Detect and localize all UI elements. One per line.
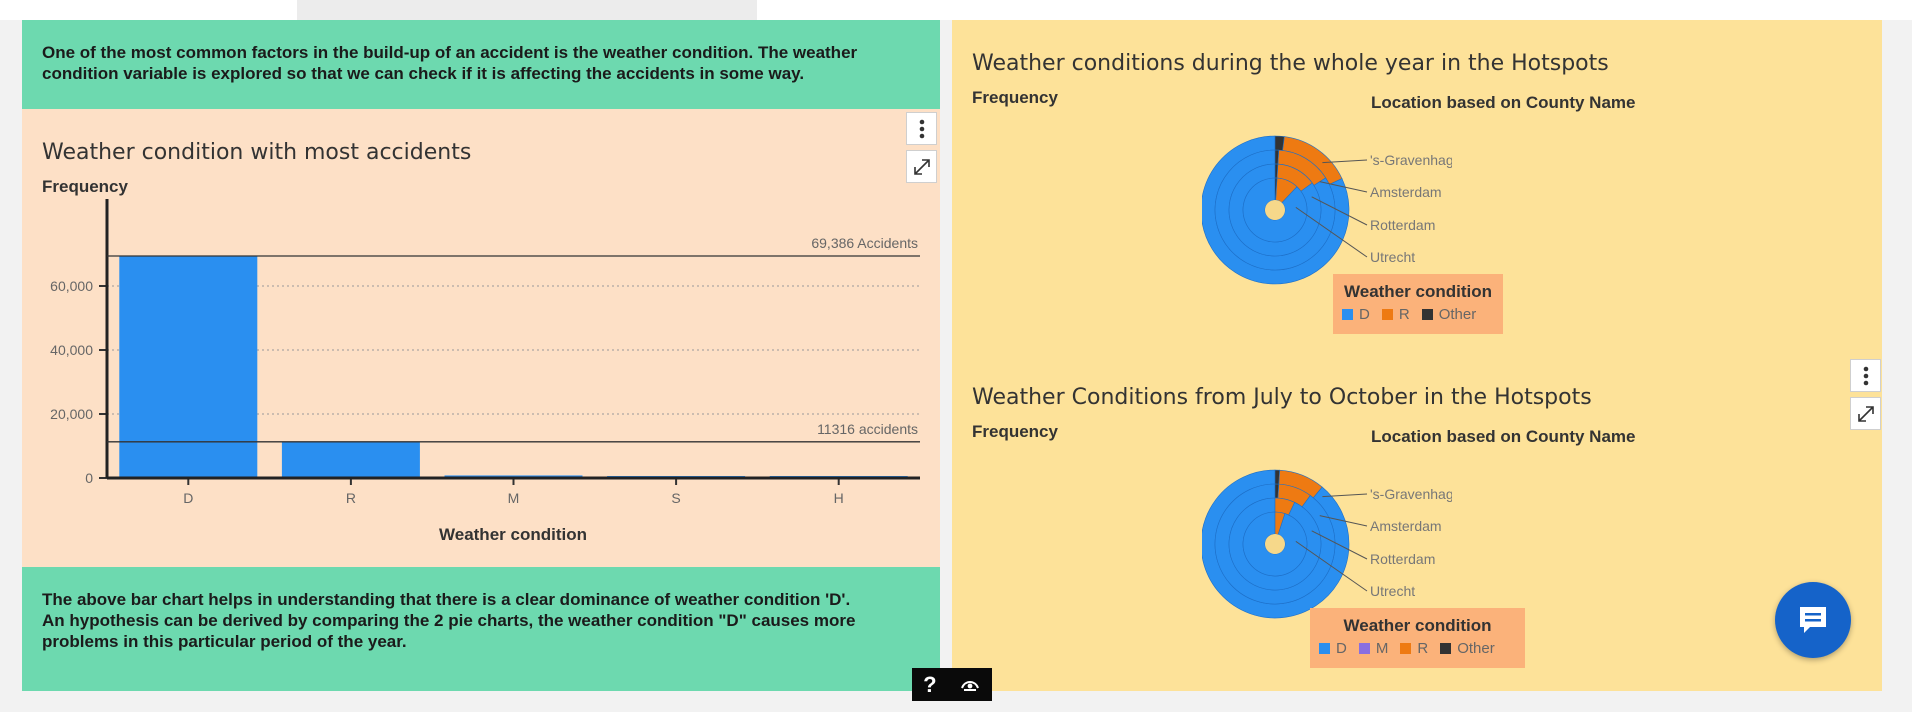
ring-label: Amsterdam bbox=[1370, 184, 1442, 200]
ring-label: Amsterdam bbox=[1370, 518, 1442, 534]
conclusion-text-panel: The above bar chart helps in understandi… bbox=[22, 567, 940, 691]
intro-text: One of the most common factors in the bu… bbox=[42, 43, 858, 83]
more-vertical-icon bbox=[919, 119, 924, 138]
legend-swatch bbox=[1400, 643, 1412, 654]
pie-center bbox=[1265, 200, 1285, 220]
bar-chart-maximize-button[interactable] bbox=[906, 150, 937, 183]
pie-top-location-label: Location based on County Name bbox=[1371, 93, 1636, 112]
pie-slice-Other[interactable] bbox=[1274, 469, 1280, 485]
bar-chart-panel: Weather condition with most accidents Fr… bbox=[22, 109, 940, 567]
ring-leader-line bbox=[1295, 540, 1368, 592]
legend-label: R bbox=[1417, 640, 1429, 657]
pie-top-ylabel: Frequency bbox=[972, 88, 1058, 107]
legend-item-M[interactable]: M bbox=[1358, 640, 1389, 657]
pie-bottom-title: Weather Conditions from July to October … bbox=[972, 385, 1592, 410]
pie-bottom-legend: Weather condition D M R Other bbox=[1310, 608, 1525, 668]
ring-leader-line bbox=[1319, 515, 1368, 527]
ring-label: Utrecht bbox=[1370, 249, 1415, 265]
legend-item-D[interactable]: D bbox=[1342, 306, 1370, 323]
ring-leader-line bbox=[1322, 159, 1368, 164]
bar-D[interactable] bbox=[119, 255, 258, 478]
more-vertical-icon bbox=[1863, 366, 1868, 385]
legend-swatch bbox=[1440, 643, 1452, 654]
legend-item-Other[interactable]: Other bbox=[1421, 306, 1477, 323]
x-tick-label: S bbox=[671, 490, 680, 506]
legend-item-R[interactable]: R bbox=[1400, 640, 1428, 657]
y-tick-label: 60,000 bbox=[50, 278, 93, 294]
bar-chart-svg: 0 20,000 40,000 60,000 D R M S H 69,386 Accidents… bbox=[50, 199, 920, 544]
expand-icon bbox=[1857, 405, 1874, 422]
legend-label: D bbox=[1359, 306, 1370, 323]
reference-line-label: 69,386 Accidents bbox=[811, 235, 918, 251]
y-tick-label: 20,000 bbox=[50, 406, 93, 422]
pie-top-svg: 's-Gravenhage Amsterdam Rotterdam Utrecht bbox=[1202, 135, 1452, 285]
bar-chart-title: Weather condition with most accidents bbox=[42, 140, 472, 165]
reference-line-label: 11316 accidents bbox=[817, 421, 918, 437]
legend-swatch bbox=[1319, 643, 1330, 654]
ring-label: 's-Gravenhage bbox=[1370, 486, 1452, 502]
top-strip bbox=[0, 0, 1912, 20]
help-toolbar: ? bbox=[912, 668, 992, 701]
pie-bottom-maximize-button[interactable] bbox=[1850, 397, 1881, 430]
y-tick-label: 0 bbox=[85, 470, 93, 486]
ring-label: Rotterdam bbox=[1370, 551, 1435, 567]
ring-leader-line bbox=[1311, 196, 1368, 226]
pie-bottom-legend-items: D M R Other bbox=[1319, 640, 1516, 657]
bar-chart-xlabel: Weather condition bbox=[439, 525, 587, 544]
pie-slice-Other[interactable] bbox=[1274, 135, 1285, 151]
x-tick-label: M bbox=[508, 490, 520, 506]
pie-slice-Other[interactable] bbox=[1274, 149, 1280, 165]
y-tick-label: 40,000 bbox=[50, 342, 93, 358]
help-button[interactable]: ? bbox=[923, 671, 937, 697]
pie-charts-panel: Weather conditions during the whole year… bbox=[952, 20, 1882, 691]
pie-bottom-location-label: Location based on County Name bbox=[1371, 427, 1636, 446]
legend-label: Other bbox=[1438, 306, 1477, 323]
chat-icon bbox=[1800, 607, 1826, 633]
ring-label: 's-Gravenhage bbox=[1370, 152, 1452, 168]
ring-label: Utrecht bbox=[1370, 583, 1415, 599]
legend-label: R bbox=[1398, 306, 1410, 323]
legend-label: M bbox=[1375, 640, 1389, 657]
x-tick-label: H bbox=[834, 490, 844, 506]
conclusion-text: The above bar chart helps in understandi… bbox=[42, 590, 856, 651]
pie-slice-Other[interactable] bbox=[1274, 483, 1280, 499]
legend-swatch bbox=[1358, 643, 1370, 654]
intro-text-panel: One of the most common factors in the bu… bbox=[22, 20, 940, 109]
pie-bottom-ylabel: Frequency bbox=[972, 422, 1058, 441]
ring-leader-line bbox=[1319, 181, 1368, 193]
pie-bottom-svg: 's-Gravenhage Amsterdam Rotterdam Utrecht bbox=[1202, 469, 1452, 619]
expand-icon bbox=[913, 158, 930, 175]
legend-swatch bbox=[1342, 309, 1353, 320]
pie-top-legend-items: D R Other bbox=[1342, 306, 1494, 323]
ring-leader-line bbox=[1311, 530, 1368, 560]
bar-R[interactable] bbox=[281, 441, 420, 478]
bar-chart-more-menu-button[interactable] bbox=[906, 112, 937, 145]
pie-top-title: Weather conditions during the whole year… bbox=[972, 51, 1609, 76]
legend-label: D bbox=[1336, 640, 1347, 657]
ring-leader-line bbox=[1322, 493, 1368, 498]
pie-top-legend-title: Weather condition bbox=[1344, 282, 1492, 301]
legend-item-D[interactable]: D bbox=[1319, 640, 1347, 657]
legend-swatch bbox=[1421, 309, 1433, 320]
chat-button[interactable] bbox=[1775, 582, 1851, 658]
legend-label: Other bbox=[1457, 640, 1495, 657]
accessibility-icon[interactable] bbox=[959, 676, 981, 694]
x-tick-label: D bbox=[183, 490, 193, 506]
bar-chart-ylabel: Frequency bbox=[42, 177, 128, 196]
ring-label: Rotterdam bbox=[1370, 217, 1435, 233]
legend-item-R[interactable]: R bbox=[1381, 306, 1410, 323]
pie-top-legend: Weather condition D R Other bbox=[1333, 274, 1503, 334]
pie-bottom-more-menu-button[interactable] bbox=[1850, 359, 1881, 392]
pie-bottom-legend-title: Weather condition bbox=[1343, 616, 1492, 635]
x-tick-label: R bbox=[346, 490, 356, 506]
legend-item-Other[interactable]: Other bbox=[1440, 640, 1495, 657]
pie-center bbox=[1265, 534, 1285, 554]
legend-swatch bbox=[1381, 309, 1393, 320]
ring-leader-line bbox=[1295, 206, 1368, 258]
